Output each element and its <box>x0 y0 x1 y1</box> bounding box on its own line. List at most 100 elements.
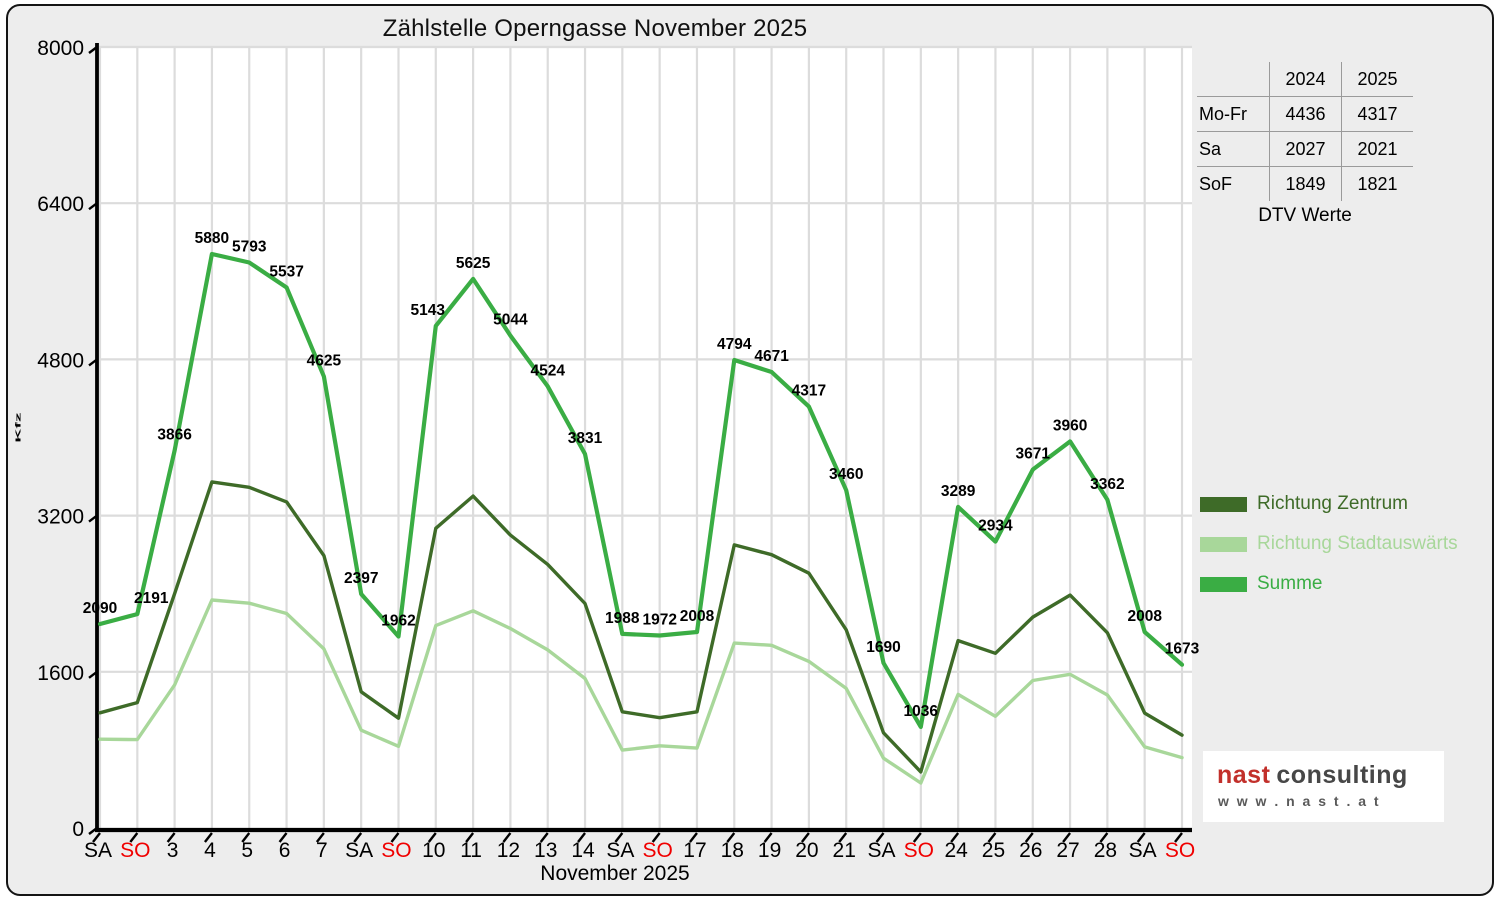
series-richtung-stadtausw-rts <box>98 598 1184 785</box>
data-label: 1036 <box>904 703 939 720</box>
legend-label: Summe <box>1257 573 1323 594</box>
dtv-cell: 2021 <box>1341 131 1413 166</box>
legend-label: Richtung Zentrum <box>1257 493 1409 514</box>
series-summe <box>97 251 1185 730</box>
x-tick-label: 3 <box>167 839 179 862</box>
x-tick-label: 12 <box>497 839 520 862</box>
legend-item-zentrum: Richtung Zentrum <box>1200 492 1458 516</box>
data-label: 3866 <box>157 427 192 444</box>
logo-url: w w w . n a s t . a t <box>1218 793 1381 809</box>
x-tick-label: SA <box>345 839 373 862</box>
legend-swatch-stadtauswaerts <box>1200 536 1247 552</box>
data-label: 3960 <box>1053 417 1087 434</box>
x-tick-label: 13 <box>534 839 557 862</box>
x-tick-label: 21 <box>833 839 856 862</box>
x-tick-label: 14 <box>571 839 595 862</box>
x-tick-label: SA <box>1129 839 1157 862</box>
legend-item-stadtauswaerts: Richtung Stadtauswärts <box>1200 532 1458 556</box>
dtv-row-label: Sa <box>1197 131 1269 166</box>
x-tick-label: SA <box>606 839 634 862</box>
x-tick-label: 5 <box>241 839 253 862</box>
dtv-row-label: SoF <box>1197 166 1269 201</box>
series-richtung-zentrum <box>98 480 1184 774</box>
x-tick-label: SO <box>120 839 150 862</box>
x-tick-label: 25 <box>982 839 1005 862</box>
x-axis-title: November 2025 <box>540 862 690 885</box>
dtv-corner-cell <box>1197 62 1269 96</box>
dtv-cell: 2027 <box>1269 131 1341 166</box>
data-label: 2008 <box>680 608 715 625</box>
x-tick-label: 7 <box>316 839 328 862</box>
dtv-cell: 1849 <box>1269 166 1341 201</box>
data-label: 2397 <box>344 570 378 587</box>
data-label: 3289 <box>941 483 976 500</box>
data-label: 2191 <box>134 590 169 607</box>
y-tick-label: 1600 <box>37 662 84 685</box>
x-tick-label: 19 <box>758 839 781 862</box>
chart-legend: Richtung Zentrum Richtung Stadtauswärts … <box>1200 492 1458 612</box>
y-axis-title: Kfz <box>13 412 23 443</box>
data-label: 2090 <box>83 600 117 617</box>
x-tick-label: 18 <box>721 839 744 862</box>
dtv-header-2024: 2024 <box>1269 62 1341 96</box>
logo-text-nast: nast <box>1217 761 1271 789</box>
logo-wordmark: nast consulting <box>1217 761 1444 790</box>
dtv-cell: 1821 <box>1341 166 1413 201</box>
data-label: 3831 <box>568 430 603 447</box>
x-tick-label: 17 <box>683 839 706 862</box>
x-tick-label: 27 <box>1056 839 1079 862</box>
x-tick-label: 10 <box>422 839 445 862</box>
y-tick-label: 3200 <box>37 506 84 529</box>
page-title: Zählstelle Operngasse November 2025 <box>382 15 808 42</box>
data-label: 5143 <box>411 302 446 319</box>
data-label: 4625 <box>307 353 342 370</box>
data-label: 1673 <box>1165 641 1200 658</box>
data-label: 1962 <box>381 613 415 630</box>
data-label: 4794 <box>717 336 752 353</box>
logo-text-consulting: consulting <box>1276 761 1408 789</box>
data-label: 2008 <box>1127 608 1162 625</box>
x-tick-label: SA <box>84 839 112 862</box>
x-tick-label: SO <box>1165 839 1195 862</box>
data-label: 3671 <box>1016 446 1051 463</box>
data-label: 4524 <box>530 362 565 379</box>
data-label: 4671 <box>754 348 789 365</box>
data-label: 2934 <box>978 518 1013 535</box>
nast-consulting-logo: nast consulting w w w . n a s t . a t <box>1203 751 1444 822</box>
y-tick-label: 0 <box>72 818 84 841</box>
data-label: 1690 <box>866 639 900 656</box>
x-tick-label: 20 <box>795 839 818 862</box>
x-tick-label: SA <box>868 839 896 862</box>
data-label: 5880 <box>195 230 229 247</box>
x-tick-label: SO <box>381 839 411 862</box>
y-tick-label: 4800 <box>37 349 84 372</box>
legend-swatch-zentrum <box>1200 496 1247 512</box>
x-tick-label: 28 <box>1094 839 1117 862</box>
data-label: 5537 <box>269 264 303 281</box>
dtv-table: 2024 2025 Mo-Fr 4436 4317 Sa 2027 2021 S… <box>1197 62 1413 227</box>
plot-area <box>99 47 1192 828</box>
x-tick-label: 4 <box>204 839 216 862</box>
x-tick-label: 26 <box>1019 839 1042 862</box>
data-label: 5793 <box>232 239 267 256</box>
data-label: 5044 <box>493 312 528 329</box>
x-tick-label: 6 <box>279 839 291 862</box>
data-label: 3460 <box>829 466 863 483</box>
x-tick-label: SO <box>904 839 934 862</box>
data-label: 5625 <box>456 255 491 272</box>
dtv-row-label: Mo-Fr <box>1197 96 1269 131</box>
dtv-cell: 4317 <box>1341 96 1413 131</box>
x-tick-label: 11 <box>460 839 482 862</box>
x-tick-label: 24 <box>944 839 968 862</box>
dtv-cell: 4436 <box>1269 96 1341 131</box>
data-label: 4317 <box>792 383 826 400</box>
data-label: 1988 <box>605 610 640 627</box>
y-tick-label: 6400 <box>37 193 84 216</box>
legend-label: Richtung Stadtauswärts <box>1257 533 1458 554</box>
legend-swatch-summe <box>1200 576 1247 592</box>
legend-item-summe: Summe <box>1200 572 1458 596</box>
dtv-table-caption: DTV Werte <box>1258 205 1352 226</box>
dtv-header-2025: 2025 <box>1341 62 1413 96</box>
data-label: 1972 <box>642 612 676 629</box>
